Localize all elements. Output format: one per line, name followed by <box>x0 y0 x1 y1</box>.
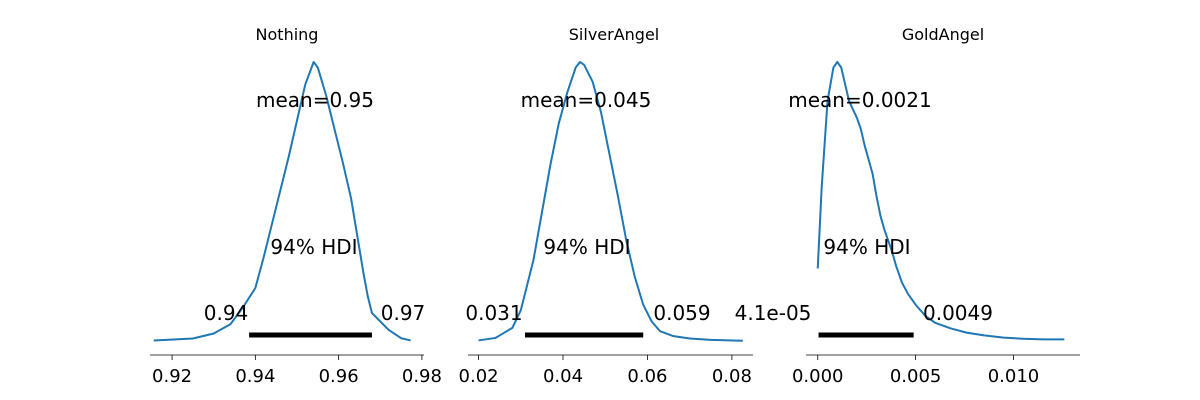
panel-2: GoldAngel mean=0.0021 94% HDI 4.1e-05 0.0049… <box>735 25 1080 387</box>
hdi-low-label: 0.94 <box>204 301 249 325</box>
hdi-high-label: 0.97 <box>381 301 426 325</box>
x-tick-label: 0.04 <box>543 366 583 387</box>
x-tick-label: 0.06 <box>627 366 667 387</box>
panel-1: SilverAngel mean=0.045 94% HDI 0.031 0.059 0.… <box>459 25 753 387</box>
mean-label: mean=0.045 <box>521 88 652 112</box>
panel-title: GoldAngel <box>902 25 984 44</box>
hdi-high-label: 0.0049 <box>923 301 993 325</box>
x-tick-label: 0.94 <box>235 366 275 387</box>
hdi-low-label: 4.1e-05 <box>735 301 812 325</box>
panel-title: Nothing <box>256 25 319 44</box>
x-tick-label: 0.010 <box>988 366 1040 387</box>
panel-title: SilverAngel <box>569 25 659 44</box>
density-curve <box>816 61 1065 341</box>
density-curve <box>478 61 743 342</box>
hdi-label: 94% HDI <box>543 235 630 259</box>
density-curve <box>153 61 411 342</box>
mean-label: mean=0.0021 <box>788 88 931 112</box>
hdi-high-label: 0.059 <box>653 301 710 325</box>
panel-0: Nothing mean=0.95 94% HDI 0.94 0.97 0.92 0.94 0… <box>150 25 442 387</box>
mean-label: mean=0.95 <box>256 88 374 112</box>
x-tick-label: 0.02 <box>459 366 499 387</box>
x-tick-label: 0.08 <box>712 366 752 387</box>
x-tick-label: 0.005 <box>890 366 942 387</box>
hdi-label: 94% HDI <box>270 235 357 259</box>
x-tick-label: 0.96 <box>319 366 359 387</box>
x-tick-label: 0.000 <box>792 366 844 387</box>
hdi-label: 94% HDI <box>823 235 910 259</box>
hdi-low-label: 0.031 <box>465 301 522 325</box>
x-tick-label: 0.92 <box>152 366 192 387</box>
x-tick-label: 0.98 <box>402 366 442 387</box>
